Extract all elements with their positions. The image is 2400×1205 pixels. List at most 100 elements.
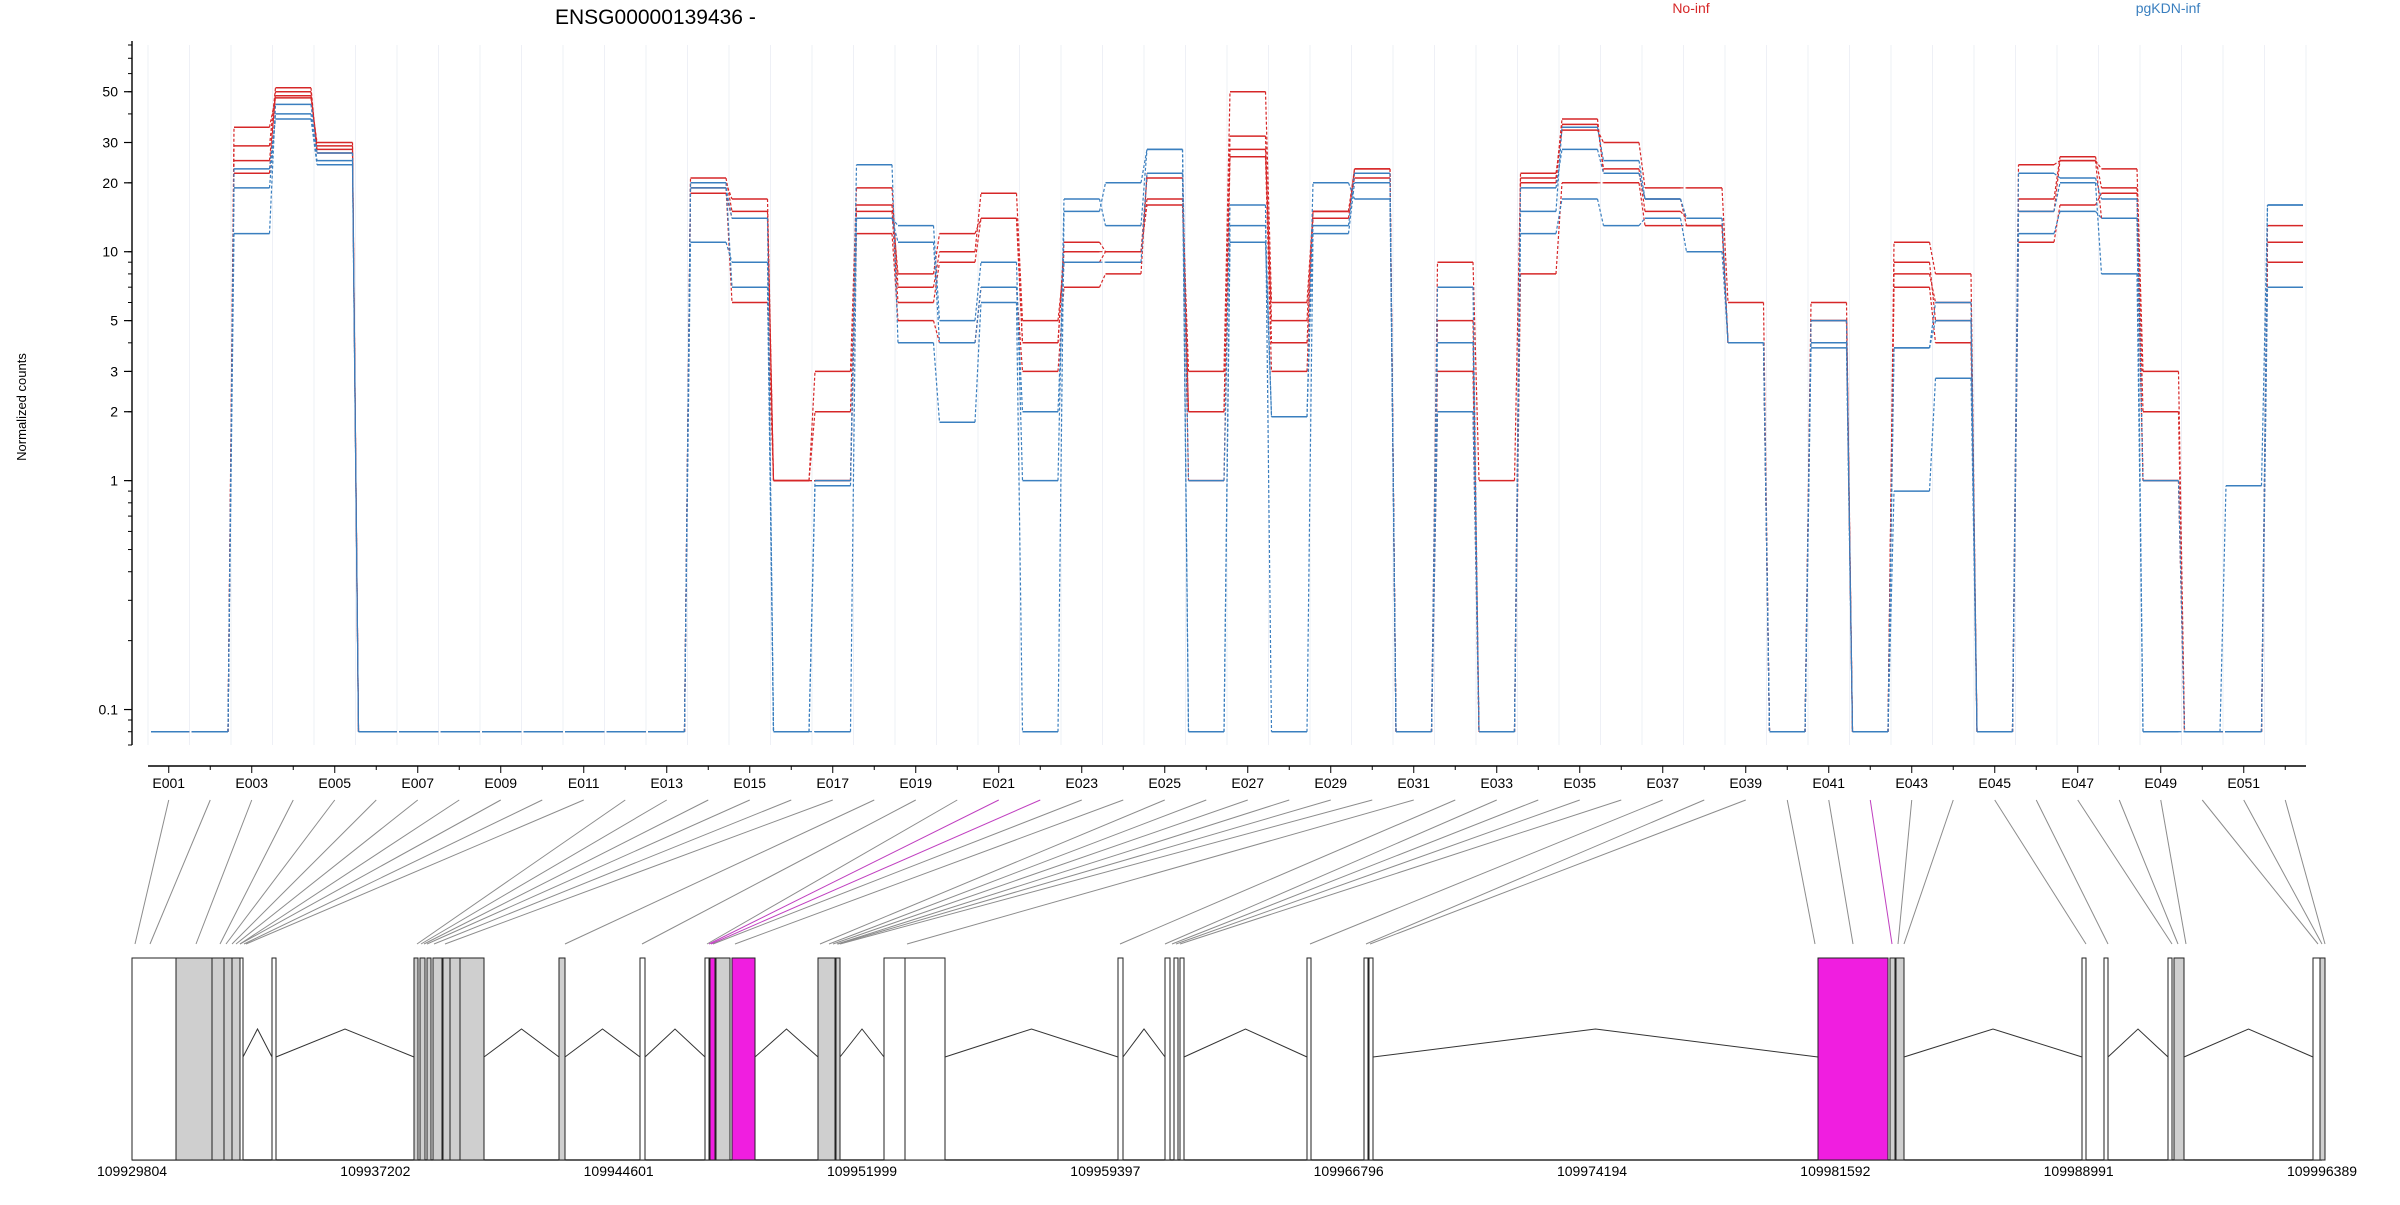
- exon-box: [715, 957, 731, 1161]
- x-tick-label: E015: [733, 775, 766, 791]
- exon-box: [459, 957, 485, 1161]
- exon-box: [1179, 957, 1185, 1161]
- exon-connector: [1119, 799, 1456, 945]
- exon-connector: [839, 799, 1373, 945]
- genomic-coordinate-label: 109937202: [340, 1163, 410, 1179]
- exon-connector: [2284, 799, 2326, 945]
- x-tick-label: E009: [484, 775, 517, 791]
- exon-box: [2312, 957, 2321, 1161]
- x-tick-label: E021: [982, 775, 1015, 791]
- exon-connector: [239, 799, 460, 945]
- x-tick-label: E013: [650, 775, 683, 791]
- exon-connector: [1369, 799, 1746, 945]
- x-tick-label: E029: [1314, 775, 1347, 791]
- exon-connector: [564, 799, 875, 945]
- exon-box: [1173, 957, 1179, 1161]
- exon-connector: [1786, 799, 1816, 945]
- exon-connector: [1365, 799, 1705, 945]
- intron-line: [1122, 1028, 1166, 1058]
- exon-connector: [712, 799, 1082, 945]
- genomic-coordinate-label: 109981592: [1800, 1163, 1870, 1179]
- exon-box: [239, 957, 244, 1161]
- genomic-coordinate-label: 109929804: [97, 1163, 167, 1179]
- y-tick-label: 30: [102, 135, 118, 151]
- x-tick-label: E051: [2227, 775, 2260, 791]
- genomic-coordinate-label: 109966796: [1314, 1163, 1384, 1179]
- exon-box: [432, 957, 443, 1161]
- exon-connector: [245, 799, 584, 945]
- x-tick-label: E007: [401, 775, 434, 791]
- exon-connector: [235, 799, 419, 945]
- exon-connector: [1179, 799, 1622, 945]
- exon-box: [426, 957, 432, 1161]
- x-tick-label: E037: [1646, 775, 1679, 791]
- exon-box: [449, 957, 461, 1161]
- intron-line: [242, 1027, 273, 1058]
- exon-connector: [231, 799, 377, 945]
- exon-box: [271, 957, 277, 1161]
- exon-connector: [243, 799, 543, 945]
- exon-connector: [2243, 799, 2323, 945]
- intron-line: [564, 1028, 641, 1058]
- exon-connector: [836, 799, 1290, 945]
- exon-box: [904, 957, 946, 1161]
- exon-box: [1889, 957, 1896, 1161]
- intron-line: [754, 1028, 819, 1058]
- x-tick-label: E045: [1978, 775, 2011, 791]
- exon-box: [2167, 957, 2173, 1161]
- exon-connector: [2035, 799, 2109, 945]
- y-tick-label: 50: [102, 84, 118, 100]
- exon-connector: [444, 799, 833, 945]
- x-tick-label: E049: [2144, 775, 2177, 791]
- exon-connector: [1994, 799, 2087, 945]
- intron-line: [644, 1028, 706, 1058]
- exon-connector: [1869, 799, 1893, 945]
- x-tick-label: E005: [318, 775, 351, 791]
- y-tick-label: 20: [102, 175, 118, 191]
- exon-connector: [195, 799, 253, 945]
- genomic-coordinate-label: 109996389: [2287, 1163, 2357, 1179]
- x-tick-label: E035: [1563, 775, 1596, 791]
- x-tick-label: E043: [1895, 775, 1928, 791]
- x-tick-label: E003: [235, 775, 268, 791]
- exon-box: [709, 957, 716, 1161]
- legend-no-inf: No-inf: [1672, 0, 1709, 16]
- intron-line: [839, 1028, 885, 1058]
- y-tick-label: 5: [110, 313, 118, 329]
- intron-line: [944, 1028, 1119, 1058]
- exon-connector: [2160, 799, 2187, 945]
- exon-box: [835, 957, 841, 1161]
- exon-connector: [710, 799, 1041, 945]
- series-bins: [151, 118, 2303, 733]
- exon-box: [2103, 957, 2109, 1161]
- exon-box: [817, 957, 836, 1161]
- exon-connector: [2077, 799, 2173, 945]
- intron-line: [483, 1028, 560, 1058]
- genomic-coordinate-label: 109988991: [2044, 1163, 2114, 1179]
- x-tick-label: E017: [816, 775, 849, 791]
- exon-connector: [2201, 799, 2319, 945]
- x-tick-label: E031: [1397, 775, 1430, 791]
- exon-connector: [433, 799, 792, 945]
- genomic-coordinate-label: 109959397: [1070, 1163, 1140, 1179]
- exon-connector: [708, 799, 999, 945]
- exon-connector: [734, 799, 1124, 945]
- intron-line: [2107, 1028, 2169, 1058]
- exon-box: [639, 957, 646, 1161]
- exon-box: [413, 957, 419, 1161]
- exon-connector: [1828, 799, 1854, 945]
- exon-connector: [1309, 799, 1663, 945]
- exon-box: [211, 957, 225, 1161]
- exon-connector: [239, 799, 501, 945]
- x-tick-label: E025: [1148, 775, 1181, 791]
- exon-box: [131, 957, 177, 1161]
- x-tick-label: E011: [568, 775, 600, 791]
- y-tick-label: 10: [102, 244, 118, 260]
- exon-box: [883, 957, 906, 1161]
- exon-box: [1363, 957, 1369, 1161]
- exon-connector: [706, 799, 958, 945]
- y-tick-label: 0.1: [99, 702, 119, 718]
- exon-box: [558, 957, 566, 1161]
- exon-box: [231, 957, 241, 1161]
- exon-box: [1817, 957, 1889, 1161]
